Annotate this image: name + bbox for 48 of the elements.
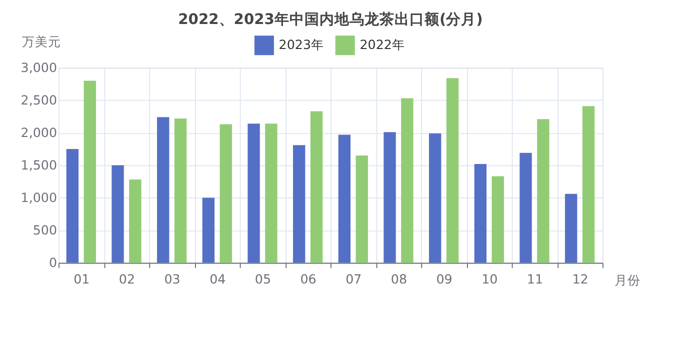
x-tick-label: 01 xyxy=(74,272,90,287)
x-axis-title: 月份 xyxy=(614,272,641,288)
x-tick-label: 03 xyxy=(164,272,180,287)
bar xyxy=(537,119,550,263)
bar xyxy=(84,80,96,263)
bar xyxy=(174,118,187,263)
legend-label: 2023年 xyxy=(278,37,324,52)
bar xyxy=(129,180,142,263)
bar xyxy=(492,176,504,263)
y-tick-label: 2,000 xyxy=(20,125,58,140)
x-tick-label: 08 xyxy=(390,272,408,287)
y-tick-label: 500 xyxy=(32,222,58,238)
bar xyxy=(582,106,595,263)
x-tick-label: 05 xyxy=(254,272,272,287)
bar xyxy=(384,132,396,263)
y-tick-label: 3,000 xyxy=(20,60,58,76)
y-tick-label: 1,500 xyxy=(20,158,58,173)
bar xyxy=(356,156,368,263)
bar xyxy=(428,133,442,263)
y-axis-title: 万美元 xyxy=(22,34,61,49)
bar xyxy=(220,124,232,263)
bar xyxy=(265,124,278,263)
x-tick-label: 11 xyxy=(526,272,544,287)
x-tick-label: 07 xyxy=(346,272,362,287)
bar xyxy=(338,134,351,263)
x-tick-label: 04 xyxy=(210,272,226,287)
bar xyxy=(310,111,323,263)
x-tick-label: 09 xyxy=(436,272,452,287)
x-tick-label: 02 xyxy=(118,272,136,287)
x-tick-label: 06 xyxy=(300,272,316,287)
bar xyxy=(520,152,532,263)
bar xyxy=(248,124,260,263)
x-tick-label: 10 xyxy=(482,272,498,287)
bar xyxy=(112,165,124,263)
bar xyxy=(446,78,459,263)
y-tick-label: 0 xyxy=(48,255,58,270)
bar xyxy=(292,145,306,263)
bar xyxy=(202,198,215,263)
x-tick-label: 12 xyxy=(572,272,588,287)
bar xyxy=(401,98,414,263)
chart-title: 2022、2023年中国内地乌龙茶出口额(分月) xyxy=(178,10,483,28)
bar xyxy=(474,164,487,263)
bar xyxy=(157,117,170,263)
legend-label: 2022年 xyxy=(360,37,405,52)
bar xyxy=(564,194,578,263)
bar xyxy=(66,149,79,263)
y-tick-label: 1,000 xyxy=(20,190,58,206)
y-tick-label: 2,500 xyxy=(20,92,58,108)
